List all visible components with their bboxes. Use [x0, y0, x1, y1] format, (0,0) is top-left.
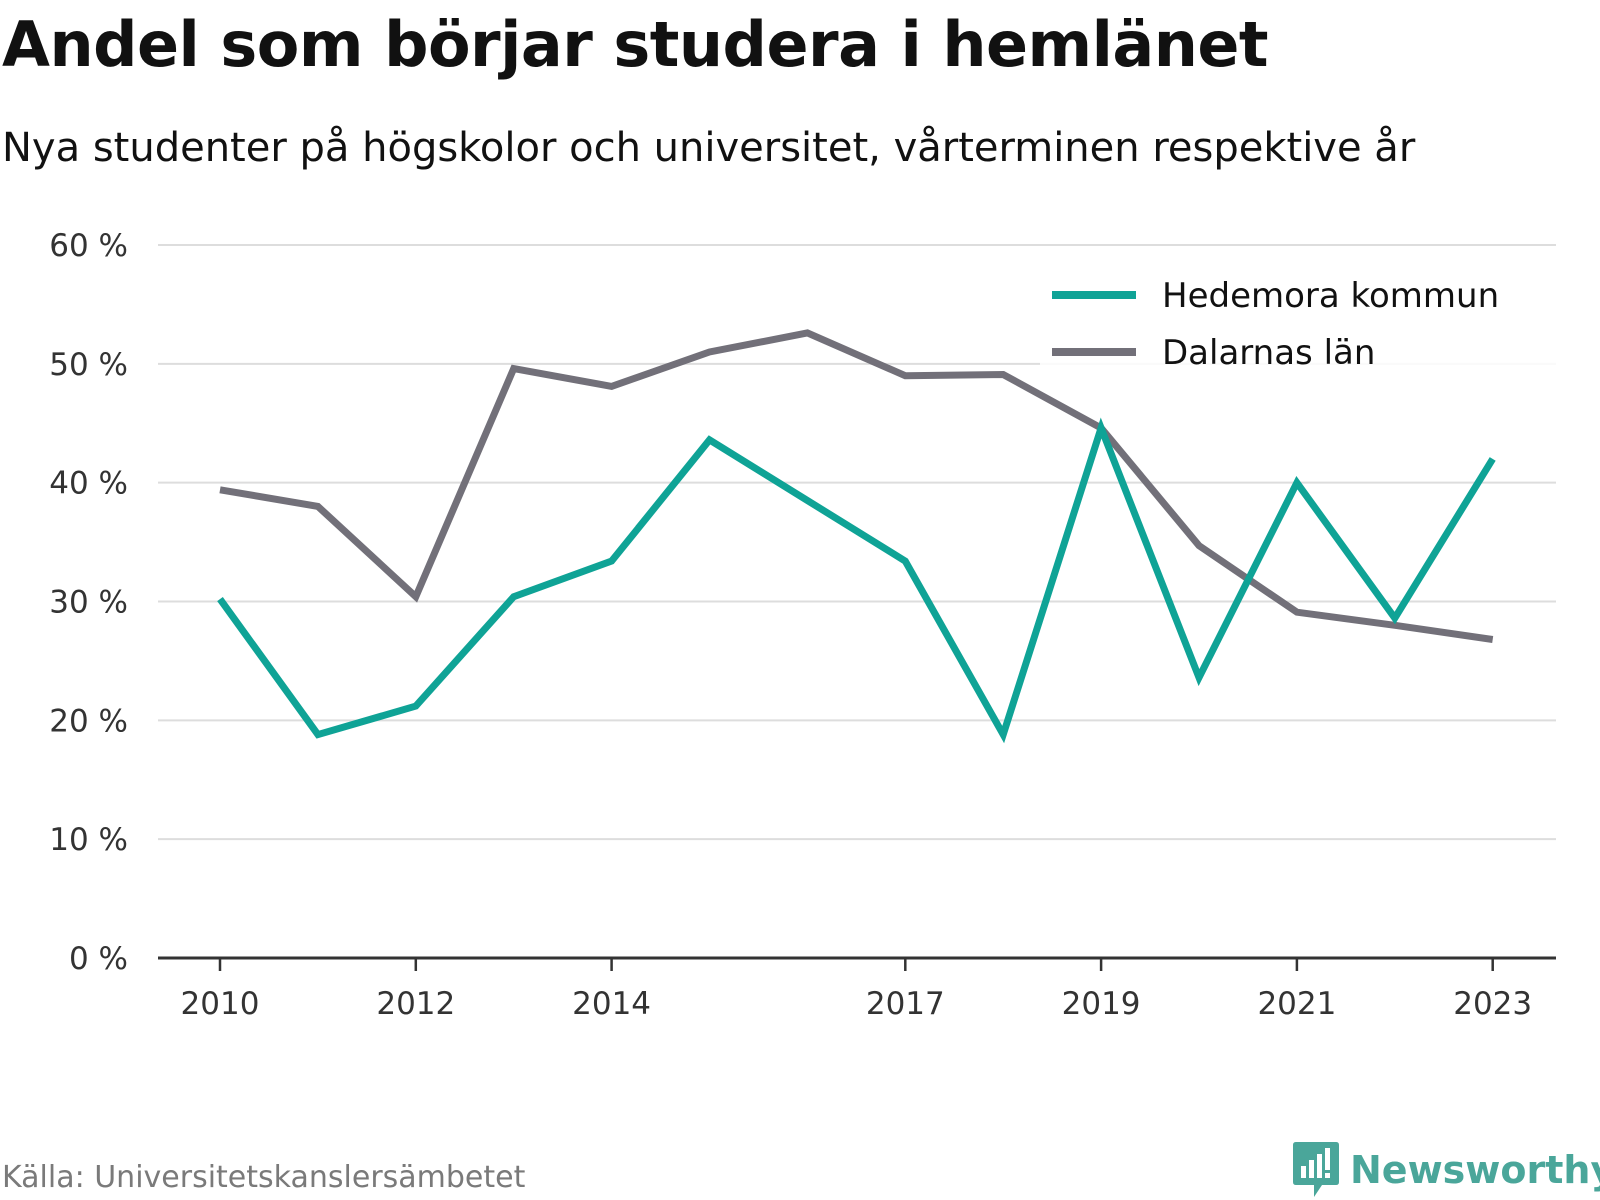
legend: Hedemora kommun Dalarnas län [1040, 276, 1565, 387]
series-line-hedemora [217, 417, 1496, 744]
y-tick-label: 20 % [49, 703, 128, 739]
y-tick-label: 50 % [49, 347, 128, 383]
grid-lines [158, 244, 1556, 841]
legend-background [1040, 337, 1565, 387]
series-line-dalarna [219, 329, 1494, 643]
x-tick-label: 2012 [376, 986, 455, 1022]
y-tick-label: 10 % [49, 822, 128, 858]
x-tick-label: 2019 [1062, 986, 1141, 1022]
x-tick-label: 2010 [181, 986, 260, 1022]
source-note: Källa: Universitetskanslersämbetet [2, 1160, 526, 1195]
legend-label: Dalarnas län [1162, 333, 1375, 373]
x-tick-label: 2023 [1453, 986, 1532, 1022]
y-tick-label: 60 % [49, 228, 128, 264]
x-tick-label: 2017 [866, 986, 945, 1022]
y-tick-label: 0 % [69, 941, 128, 977]
y-tick-label: 40 % [49, 466, 128, 502]
legend-background [1040, 280, 1565, 330]
x-axis: 2010 2012 2014 2017 2019 2021 2023 [158, 956, 1556, 1022]
bar-chart-speech-bubble-icon [1293, 1142, 1339, 1197]
brand-name: Newsworthy [1350, 1148, 1600, 1192]
y-axis: 0 % 10 % 20 % 30 % 40 % 50 % 60 % [49, 228, 128, 977]
x-tick-label: 2021 [1257, 986, 1336, 1022]
chart-title: Andel som börjar studera i hemlänet [2, 8, 1269, 81]
legend-label: Hedemora kommun [1162, 276, 1499, 316]
chart-subtitle: Nya studenter på högskolor och universit… [2, 125, 1416, 171]
brand-logo: Newsworthy [1292, 1140, 1600, 1200]
y-tick-label: 30 % [49, 585, 128, 621]
series-lines [217, 329, 1496, 744]
x-tick-label: 2014 [572, 986, 651, 1022]
